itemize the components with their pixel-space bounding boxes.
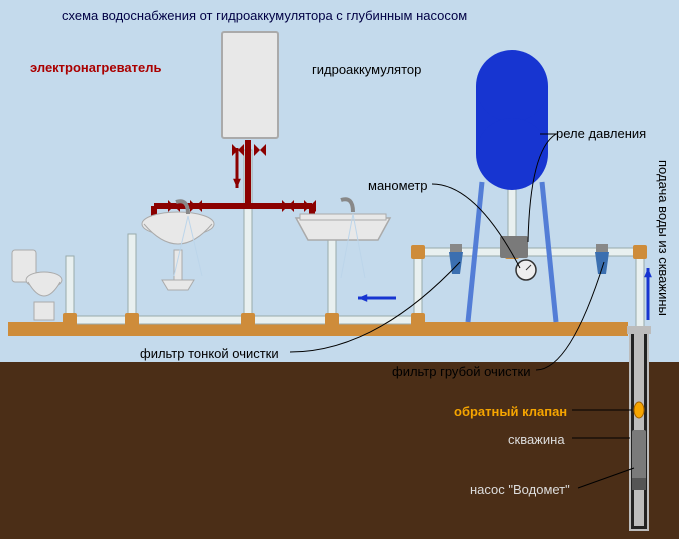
fine-filter-label: фильтр тонкой очистки bbox=[140, 346, 279, 361]
diagram-svg bbox=[0, 0, 679, 539]
pressure-switch-label: реле давления bbox=[556, 126, 646, 141]
manometer-label: манометр bbox=[368, 178, 428, 193]
riser-label: подача воды из скважины bbox=[656, 160, 671, 316]
heater-label: электронагреватель bbox=[30, 60, 162, 75]
well-label: скважина bbox=[508, 432, 565, 447]
coarse-filter-label: фильтр грубой очистки bbox=[392, 364, 531, 379]
title-label: схема водоснабжения от гидроаккумулятора… bbox=[62, 8, 467, 23]
pump-label: насос "Водомет" bbox=[470, 482, 570, 497]
accumulator-label: гидроаккумулятор bbox=[312, 62, 421, 77]
check-valve-label: обратный клапан bbox=[454, 404, 567, 419]
